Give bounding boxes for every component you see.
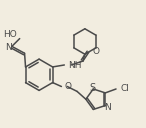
Text: S: S — [89, 83, 95, 93]
Text: NH: NH — [68, 61, 82, 70]
Text: Cl: Cl — [121, 83, 130, 93]
Text: O: O — [64, 82, 71, 91]
Text: N: N — [104, 103, 111, 112]
Text: HO: HO — [3, 30, 17, 39]
Text: N: N — [6, 43, 12, 52]
Text: O: O — [93, 47, 100, 56]
